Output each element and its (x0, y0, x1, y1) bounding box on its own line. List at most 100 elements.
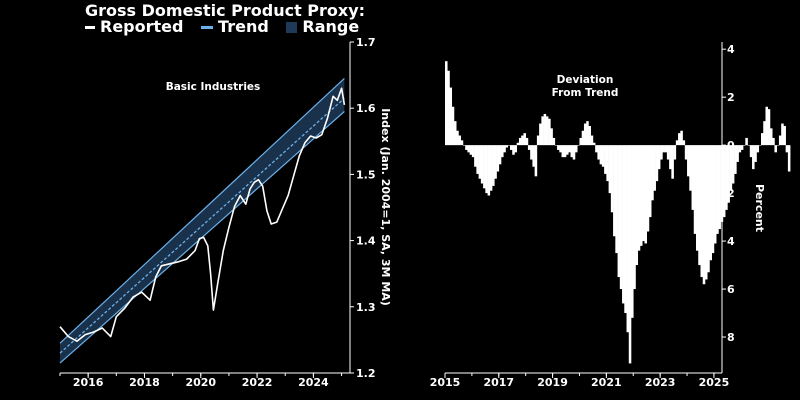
deviation-bar (595, 145, 598, 153)
deviation-bar (633, 145, 636, 290)
deviation-bar (523, 133, 526, 146)
deviation-bar (734, 145, 737, 174)
x-tick-label: 2017 (483, 376, 514, 389)
deviation-bar (568, 145, 571, 153)
panel-annotation-line: Deviation (557, 74, 614, 86)
deviation-bar (525, 137, 529, 146)
deviation-bar (570, 145, 574, 158)
deviation-bar (561, 145, 565, 158)
deviation-bar (657, 145, 661, 170)
deviation-bar (583, 123, 587, 146)
deviation-bar (601, 145, 605, 167)
deviation-bar (483, 145, 486, 189)
y-axis-label: Percent (753, 184, 766, 232)
deviation-bar (543, 113, 547, 146)
deviation-bar (471, 145, 475, 158)
deviation-bar (628, 145, 632, 364)
deviation-bar (458, 135, 461, 146)
deviation-bar (496, 145, 500, 172)
legend-label-reported: Reported (100, 17, 184, 36)
deviation-bar (684, 145, 688, 160)
deviation-bar (501, 145, 504, 158)
y-tick-label: 1.4 (356, 235, 376, 248)
legend-swatch-range (286, 22, 298, 33)
deviation-bar (613, 145, 616, 237)
panel-annotation-line: From Trend (552, 87, 619, 99)
x-tick-label: 2016 (73, 376, 104, 389)
deviation-bar (716, 145, 719, 234)
deviation-bar (631, 145, 634, 318)
deviation-bar (465, 145, 468, 150)
deviation-bar (774, 145, 777, 153)
deviation-bar (449, 87, 453, 146)
deviation-bar (624, 145, 627, 314)
y-tick-label: 2 (727, 91, 735, 104)
range-band (60, 78, 345, 364)
deviation-bar (698, 145, 701, 266)
deviation-bar (646, 145, 650, 232)
y-tick-label: 1.5 (356, 168, 376, 181)
deviation-bar (597, 145, 600, 160)
deviation-bar (608, 145, 612, 194)
deviation-bar (738, 145, 742, 153)
deviation-bar (505, 145, 509, 148)
x-tick-label: 2015 (430, 376, 461, 389)
deviation-bar (785, 145, 789, 153)
deviation-bar (729, 145, 733, 191)
y-tick-label: 4 (727, 43, 735, 56)
legend-swatch-trend (201, 26, 214, 29)
x-tick-label: 2019 (537, 376, 568, 389)
deviation-bar (655, 145, 659, 182)
deviation-bar (626, 145, 630, 333)
deviation-bar (736, 145, 739, 162)
deviation-bar (622, 145, 625, 304)
y-tick-label: 4 (727, 235, 735, 248)
trend-line (59, 97, 345, 354)
deviation-bar (709, 145, 712, 261)
y-tick-label: 0 (727, 139, 735, 152)
deviation-bar (653, 145, 656, 191)
deviation-bar (592, 142, 596, 146)
deviation-bar (619, 145, 623, 290)
deviation-bar (476, 145, 479, 174)
deviation-bar (462, 145, 466, 146)
deviation-bar (536, 135, 540, 146)
deviation-bar (534, 145, 538, 177)
deviation-bar (680, 130, 683, 146)
deviation-bar (787, 145, 791, 172)
deviation-bar (469, 145, 473, 155)
deviation-bar (590, 135, 594, 146)
x-tick-label: 2025 (699, 376, 730, 389)
x-tick-label: 2023 (645, 376, 676, 389)
deviation-bar (689, 145, 692, 191)
deviation-bar (783, 125, 786, 146)
deviation-bar (498, 145, 502, 165)
deviation-bar (572, 145, 576, 160)
x-tick-label: 2022 (242, 376, 273, 389)
deviation-bar (503, 145, 506, 153)
legend-swatch-reported (85, 26, 95, 29)
deviation-bar (518, 137, 522, 146)
deviation-bar (485, 145, 488, 194)
deviation-bar (747, 145, 751, 146)
deviation-bar (758, 145, 762, 146)
deviation-bar (516, 142, 520, 146)
y-axis-label: Index (Jan. 2004=1, SA, 3M MA) (379, 108, 392, 306)
deviation-bar (776, 145, 780, 146)
deviation-bar (772, 137, 775, 146)
x-tick-label: 2020 (185, 376, 216, 389)
deviation-bar (745, 137, 748, 146)
deviation-bar (731, 145, 735, 184)
deviation-bar (586, 121, 589, 146)
deviation-bar (761, 133, 764, 146)
deviation-bar (752, 145, 755, 170)
deviation-bar (530, 145, 533, 160)
deviation-bar (696, 145, 699, 251)
deviation-bar (635, 145, 639, 266)
deviation-bar (489, 145, 493, 191)
range-upper-edge (59, 77, 345, 344)
deviation-bar (763, 121, 766, 146)
deviation-bar (566, 145, 569, 155)
y-tick-label: 1.3 (356, 301, 376, 314)
deviation-bar (644, 145, 647, 244)
